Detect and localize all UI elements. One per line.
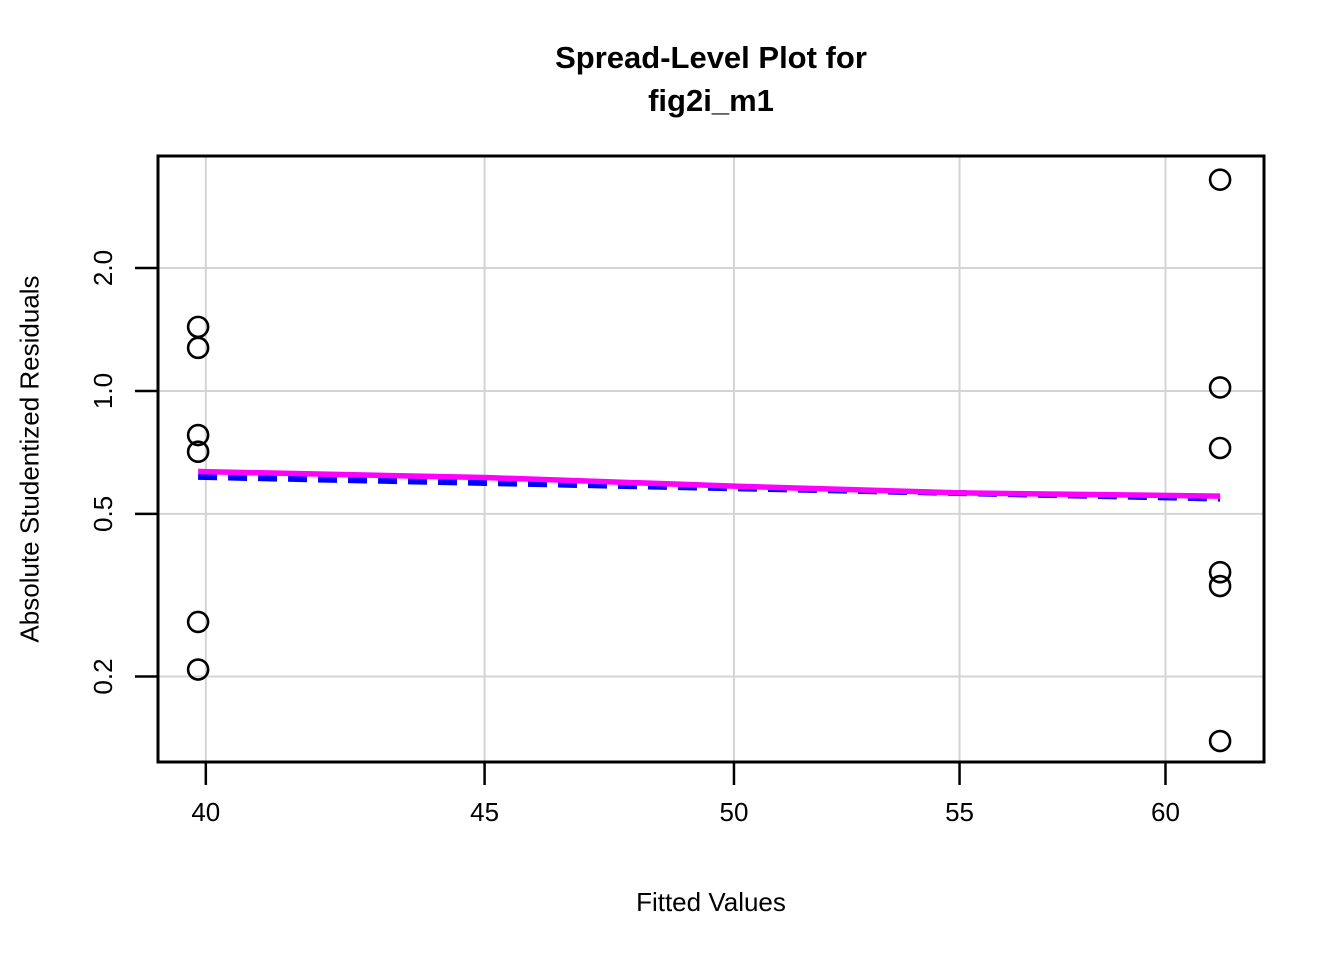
x-tick-label: 50 xyxy=(720,797,749,827)
x-tick-label: 45 xyxy=(470,797,499,827)
data-point-circle xyxy=(186,610,210,634)
data-point-circle xyxy=(1208,436,1232,460)
y-tick-label: 0.5 xyxy=(88,496,118,532)
x-tick-label: 40 xyxy=(191,797,220,827)
x-tick-label: 60 xyxy=(1151,797,1180,827)
data-point-circle xyxy=(1208,168,1232,191)
chart-title-line-2: fig2i_m1 xyxy=(648,83,774,118)
chart-title-line-1: Spread-Level Plot for xyxy=(555,40,867,75)
y-tick-label: 2.0 xyxy=(88,250,118,286)
data-point-circle xyxy=(186,423,210,447)
data-point-circle xyxy=(1208,560,1232,584)
data-point-circle xyxy=(1208,376,1232,399)
x-axis-title: Fitted Values xyxy=(636,887,786,917)
data-point-circle xyxy=(1208,574,1232,598)
y-tick-label: 0.2 xyxy=(88,658,118,694)
data-point-circle xyxy=(1208,729,1232,753)
plot-border xyxy=(156,154,1266,764)
data-point-circle xyxy=(186,658,210,681)
data-point-circle xyxy=(186,336,210,360)
x-tick-label: 55 xyxy=(945,797,974,827)
lowess-smooth-line xyxy=(198,468,1221,499)
data-point-circle xyxy=(186,440,210,464)
y-tick-label: 1.0 xyxy=(88,373,118,409)
